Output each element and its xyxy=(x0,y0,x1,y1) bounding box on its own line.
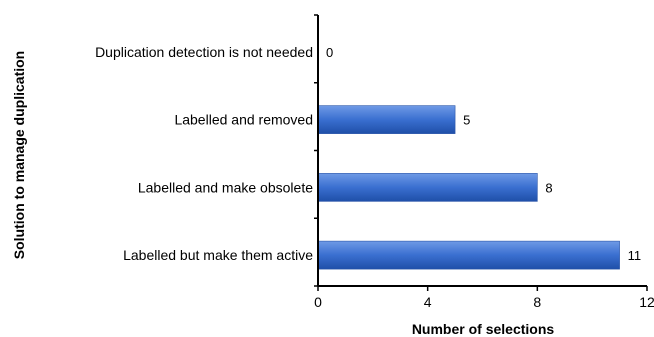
data-label: 11 xyxy=(628,248,642,263)
x-tick-label: 0 xyxy=(314,294,322,310)
data-label: 5 xyxy=(463,113,470,128)
bar xyxy=(317,173,538,202)
y-axis-title: Solution to manage duplication xyxy=(11,51,27,259)
x-tick-label: 4 xyxy=(424,294,432,310)
x-axis-title: Number of selections xyxy=(412,321,555,337)
category-label: Duplication detection is not needed xyxy=(95,44,313,60)
category-label: Labelled and make obsolete xyxy=(138,179,313,195)
category-label: Labelled but make them active xyxy=(123,247,313,263)
bars-layer xyxy=(317,105,620,270)
data-label: 8 xyxy=(545,180,552,195)
bar xyxy=(317,105,456,134)
category-label: Labelled and removed xyxy=(174,112,313,128)
bar xyxy=(317,240,620,270)
axes-layer xyxy=(314,14,648,291)
data-label: 0 xyxy=(326,45,333,60)
x-tick-label: 12 xyxy=(639,294,654,310)
labels-layer: Duplication detection is not needed 0 Labe… xyxy=(95,44,654,310)
x-tick-label: 8 xyxy=(533,294,541,310)
